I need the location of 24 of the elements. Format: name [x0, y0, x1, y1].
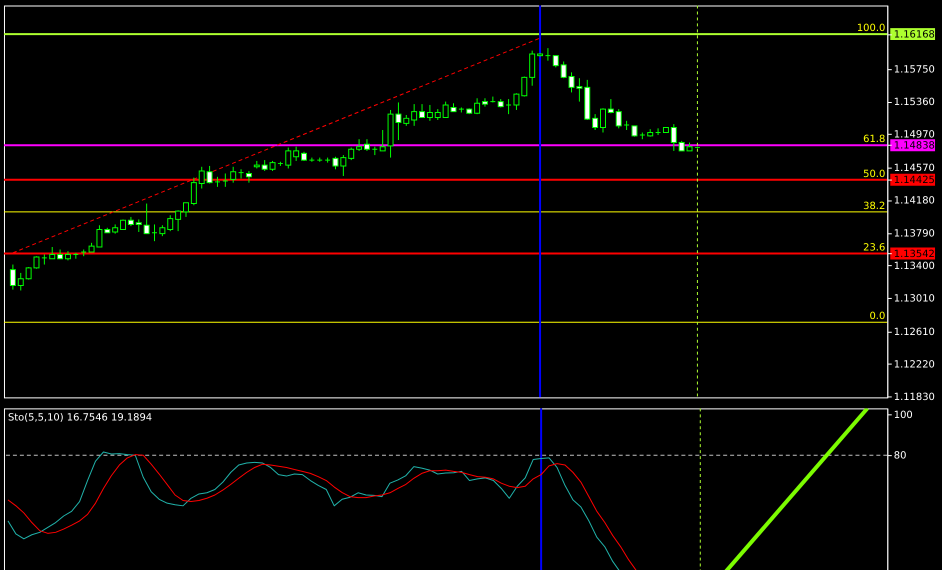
y-tick-label: 100 — [894, 410, 913, 421]
annotation: 50.0 — [863, 168, 886, 180]
y-tick-label: 1.13790 — [894, 228, 935, 240]
y-tick-label: 1.13400 — [894, 260, 935, 272]
y-tick-label: 1.12220 — [894, 359, 935, 370]
y-tick-label: 1.16168 — [894, 30, 935, 41]
annotation: 23.6 — [863, 242, 886, 254]
annotation: 61.8 — [863, 134, 886, 146]
y-tick-label: 1.14970 — [894, 130, 935, 141]
annotation: 38.2 — [863, 200, 886, 212]
y-tick-label: 1.14570 — [894, 163, 935, 174]
annotation: Sto(5,5,10) 16.7546 19.1894 — [8, 412, 152, 424]
y-tick-label: 1.13542 — [894, 249, 935, 260]
y-tick-label: 1.11830 — [894, 392, 935, 404]
y-tick-label: 1.12610 — [894, 326, 935, 338]
y-tick-label: 80 — [894, 450, 906, 462]
annotation: 100.0 — [856, 23, 886, 34]
annotation: 0.0 — [869, 311, 886, 322]
y-tick-label: 1.14425 — [894, 175, 935, 186]
y-tick-label: 1.15750 — [894, 64, 935, 76]
y-tick-label: 1.14180 — [894, 196, 935, 207]
y-tick-label: 1.15360 — [894, 97, 935, 108]
y-tick-label: 1.13010 — [894, 293, 935, 304]
y-tick-label: 1.14838 — [894, 140, 935, 152]
